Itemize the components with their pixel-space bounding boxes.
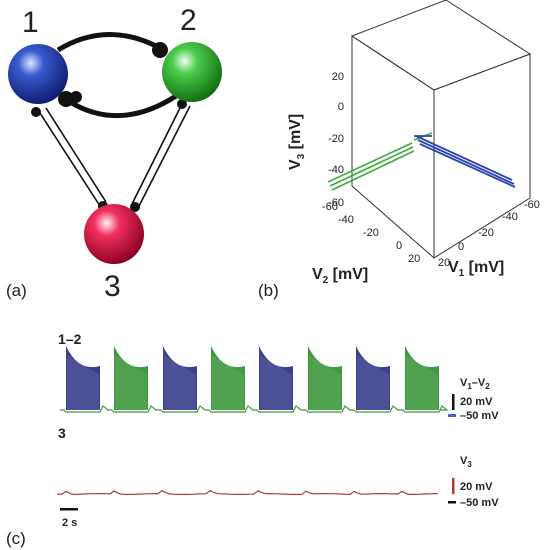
burst xyxy=(405,346,439,410)
v3-tick-label: 20 xyxy=(332,71,344,83)
synapse-terminal-2-to-1b xyxy=(70,91,82,103)
neuron-3 xyxy=(84,204,144,264)
baseline-v1-v2 xyxy=(60,405,449,413)
trace-label-1-2: 1–2 xyxy=(58,331,82,347)
v2-tick-label: -60 xyxy=(322,201,338,213)
v2-axis-label: V2 [mV] xyxy=(312,266,368,286)
trajectory-green xyxy=(327,132,433,191)
legend-v1-v2-title: V1–V2 xyxy=(460,377,490,391)
burst xyxy=(163,346,197,410)
v3-axis-v: V xyxy=(287,159,304,170)
network-diagram: 1 2 3 (a) xyxy=(6,4,222,303)
v3-tick-label: -60 xyxy=(328,197,344,209)
panel-b-label: (b) xyxy=(258,281,279,300)
legend-v3-sub: 3 xyxy=(467,460,472,469)
v2-axis-unit: [mV] xyxy=(328,266,368,283)
time-scale-bar xyxy=(60,508,78,511)
burst xyxy=(308,346,342,410)
v3-tick-label: -40 xyxy=(328,164,344,176)
v1-axis-label: V1 [mV] xyxy=(448,259,504,279)
burst xyxy=(211,346,245,410)
connection-1-to-3 xyxy=(37,107,107,207)
v2-axis-v: V xyxy=(312,266,323,283)
v2-axis-sub: 2 xyxy=(323,275,329,286)
legend-v3-title: V3 xyxy=(460,455,472,469)
legend-dash: –V xyxy=(472,377,486,389)
synapse-arc-1-to-2 xyxy=(56,32,162,53)
trace-label-3: 3 xyxy=(58,425,66,441)
trace-v3 xyxy=(57,489,438,496)
phase-box xyxy=(350,0,532,259)
v2-tick-label: 20 xyxy=(408,253,420,265)
v1-tick-label: -40 xyxy=(502,211,518,223)
neuron-2-label: 2 xyxy=(180,4,197,37)
phase-portrait: 20 0 -20 -40 -60 -60 -40 -20 0 20 20 0 -… xyxy=(258,0,540,300)
trajectory-blue xyxy=(414,135,516,188)
synapse-terminal-1-to-2 xyxy=(152,42,168,58)
v1-tick-label: -20 xyxy=(478,227,494,239)
v3-axis-unit: [mV] xyxy=(287,114,304,154)
v2-tick-label: 0 xyxy=(396,240,402,252)
v1-tick-label: -60 xyxy=(524,199,540,211)
v3-axis-label: V3 [mV] xyxy=(287,114,307,170)
synapse-terminal-3d xyxy=(130,202,140,212)
scale-bar-20mv-3 xyxy=(452,478,455,494)
baseline-marker-3 xyxy=(448,501,456,504)
legend-sub2: 2 xyxy=(485,382,490,391)
baseline-label-12: –50 mV xyxy=(460,410,499,422)
v3-axis-sub: 3 xyxy=(296,153,307,159)
legend-v: V xyxy=(460,377,468,389)
legend-v3-v: V xyxy=(460,455,468,467)
time-scale-label: 2 s xyxy=(62,517,77,529)
baseline-label-3: –50 mV xyxy=(460,497,499,509)
scale-label-20mv-3: 20 mV xyxy=(460,481,493,493)
neuron-2 xyxy=(162,42,222,102)
baseline-marker-12 xyxy=(448,414,456,417)
v1-tick-label: 0 xyxy=(458,241,464,253)
bursts-1-2 xyxy=(66,346,439,410)
v2-tick-label: -40 xyxy=(338,214,354,226)
synapse-arc-2-to-1 xyxy=(68,93,178,119)
panel-c-label: (c) xyxy=(6,529,26,548)
voltage-traces: 1–2 3 V1–V2 20 mV –50 mV V3 20 mV –50 mV… xyxy=(6,331,499,548)
v2-ticks: -60 -40 -20 0 20 xyxy=(322,201,420,265)
burst xyxy=(259,346,293,410)
neuron-1 xyxy=(8,44,68,104)
v3-ticks: 20 0 -20 -40 -60 xyxy=(328,71,344,209)
neuron-3-label: 3 xyxy=(104,270,121,303)
scale-bar-20mv-12 xyxy=(452,394,455,410)
connection-2-to-3 xyxy=(131,103,191,209)
v1-axis-v: V xyxy=(448,259,459,276)
scale-label-20mv-12: 20 mV xyxy=(460,396,493,408)
neuron-1-label: 1 xyxy=(22,6,39,39)
burst xyxy=(66,346,100,410)
synapse-terminal-2-to-1a xyxy=(58,91,74,107)
v1-axis-unit: [mV] xyxy=(464,259,504,276)
v2-tick-label: -20 xyxy=(363,227,379,239)
legend-sub1: 1 xyxy=(467,382,472,391)
v3-tick-label: -20 xyxy=(328,133,344,145)
panel-a-label: (a) xyxy=(6,281,27,300)
v1-axis-sub: 1 xyxy=(459,268,465,279)
burst xyxy=(114,346,148,410)
synapse-terminal-3a xyxy=(31,107,41,117)
burst xyxy=(356,346,390,410)
synapse-terminal-3b xyxy=(177,99,187,109)
v3-tick-label: 0 xyxy=(338,101,344,113)
v1-ticks: 20 0 -20 -40 -60 xyxy=(438,199,540,269)
v1-tick-label: 20 xyxy=(438,257,450,269)
